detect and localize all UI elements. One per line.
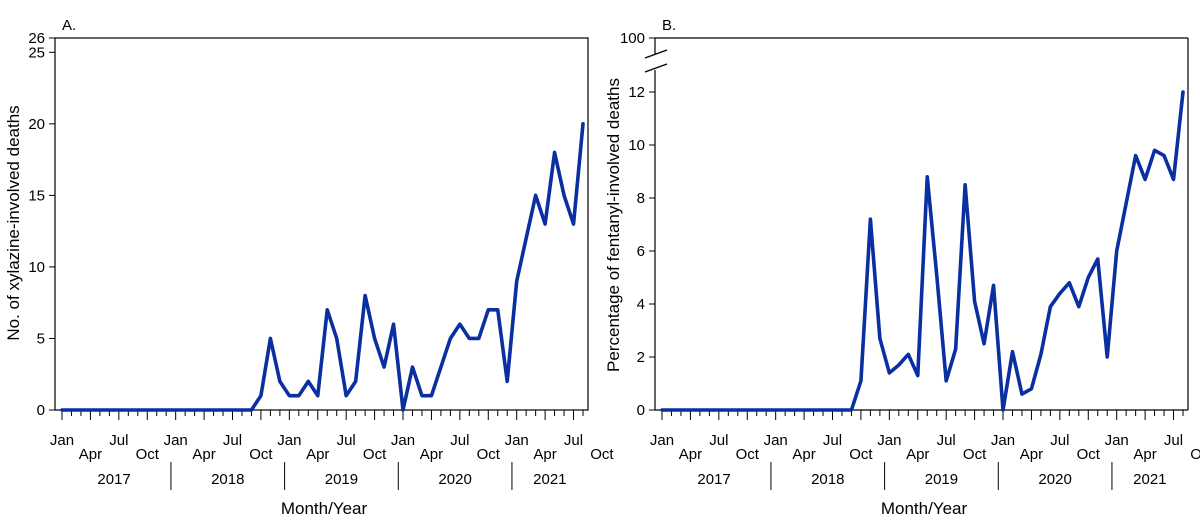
panel-b-x-tick-label: Jul	[823, 432, 842, 449]
panel-a-year-label: 2020	[438, 471, 471, 488]
panel-b-x-tick-label: Oct	[736, 446, 760, 463]
panel-a-x-axis-title: Month/Year	[281, 499, 368, 518]
panel-b-axis-break-mark	[644, 49, 668, 59]
panel-b-y-tick-label: 4	[637, 296, 645, 313]
panel-b-y-axis-title: Percentage of fentanyl-involved deaths	[604, 78, 623, 372]
panel-b-x-tick-label: Jan	[1105, 432, 1129, 449]
panel-a-y-tick-label: 26	[28, 30, 45, 47]
panel-a-plot-frame	[54, 37, 589, 411]
panel-b-y-tick-label: 2	[637, 349, 645, 366]
panel-a-x-tick-label: Oct	[136, 446, 160, 463]
panel-a-series-line	[60, 122, 585, 412]
panel-b-x-tick-label: Apr	[792, 446, 815, 463]
panel-b-year-label: 2021	[1133, 471, 1166, 488]
panel-b-x-tick-label: Jan	[991, 432, 1015, 449]
panel-b-x-tick-label: Jan	[650, 432, 674, 449]
panel-a-y-axis-title: No. of xylazine-involved deaths	[4, 105, 23, 340]
panel-b-x-tick-label: Jul	[1164, 432, 1183, 449]
panel-a-x-tick-label: Apr	[420, 446, 443, 463]
panel-b-x-tick-label: Apr	[906, 446, 929, 463]
panel-a-y-tick-label: 5	[37, 330, 45, 347]
panel-a-year-label: 2021	[533, 471, 566, 488]
panel-b-x-tick-label: Jul	[937, 432, 956, 449]
panel-b-x-tick-label: Jan	[764, 432, 788, 449]
panel-a-y-tick-label: 25	[28, 44, 45, 61]
panel-a-x-tick-label: Jul	[564, 432, 583, 449]
panel-a-y-tick-label: 0	[37, 402, 45, 419]
panel-b-year-label: 2020	[1038, 471, 1071, 488]
panel-a-y-tick-label: 10	[28, 259, 45, 276]
panel-a-x-tick-label: Jan	[277, 432, 301, 449]
panel-b-x-tick-label: Jul	[1050, 432, 1069, 449]
panel-a-y-tick-label: 20	[28, 116, 45, 133]
panel-a-y-tick-label: 15	[28, 187, 45, 204]
panel-a-x-tick-label: Oct	[363, 446, 387, 463]
panel-b-y-tick-label: 10	[628, 137, 645, 154]
panel-b-x-tick-label: Oct	[1077, 446, 1101, 463]
panel-b-year-label: 2019	[925, 471, 958, 488]
panel-b-y-tick-label: 0	[637, 402, 645, 419]
panel-b-x-tick-label: Apr	[679, 446, 702, 463]
panel-b-x-tick-label: Oct	[1190, 446, 1200, 463]
panel-b-year-label: 2017	[697, 471, 730, 488]
panel-b-year-label: 2018	[811, 471, 844, 488]
panel-b-x-tick-label: Apr	[1133, 446, 1156, 463]
panel-b-y-tick-label: 8	[637, 190, 645, 207]
panel-b-y-tick-label: 100	[620, 30, 645, 47]
panel-a-x-tick-label: Apr	[306, 446, 329, 463]
panel-b-x-tick-label: Oct	[963, 446, 987, 463]
panel-b-x-tick-label: Jul	[709, 432, 728, 449]
panel-a-year-label: 2019	[325, 471, 358, 488]
panel-a-x-tick-label: Jan	[391, 432, 415, 449]
panel-b-x-tick-label: Apr	[1020, 446, 1043, 463]
panel-a-x-tick-label: Jul	[450, 432, 469, 449]
panel-a-x-tick-label: Jan	[50, 432, 74, 449]
panel-a-x-tick-label: Oct	[477, 446, 501, 463]
panel-b-x-axis-title: Month/Year	[881, 499, 968, 518]
panel-b-chart: B. Percentage of fentanyl-involved death…	[604, 17, 1200, 518]
panel-b-series-line	[660, 90, 1185, 412]
panel-b-y-tick-label: 12	[628, 84, 645, 101]
panel-a-chart: A. No. of xylazine-involved deaths Month…	[4, 17, 614, 518]
panel-a-year-label: 2018	[211, 471, 244, 488]
panel-a-x-tick-label: Jul	[109, 432, 128, 449]
panel-a-x-tick-label: Oct	[249, 446, 273, 463]
panel-a-x-tick-label: Apr	[192, 446, 215, 463]
panel-a-x-tick-label: Jul	[223, 432, 242, 449]
panel-b-y-tick-label: 6	[637, 243, 645, 260]
panel-a-x-tick-label: Apr	[533, 446, 556, 463]
panel-a-x-tick-label: Jan	[164, 432, 188, 449]
panel-a-year-label: 2017	[97, 471, 130, 488]
panel-b-x-tick-label: Jan	[877, 432, 901, 449]
panel-a-x-tick-label: Apr	[79, 446, 102, 463]
panel-a-x-tick-label: Oct	[590, 446, 614, 463]
panel-b-x-tick-label: Oct	[849, 446, 873, 463]
panel-a-x-tick-label: Jul	[337, 432, 356, 449]
panel-b-label: B.	[662, 17, 676, 34]
panel-b-axis-break-mark	[644, 63, 668, 73]
panel-a-x-tick-label: Jan	[505, 432, 529, 449]
panel-a-label: A.	[62, 17, 76, 34]
